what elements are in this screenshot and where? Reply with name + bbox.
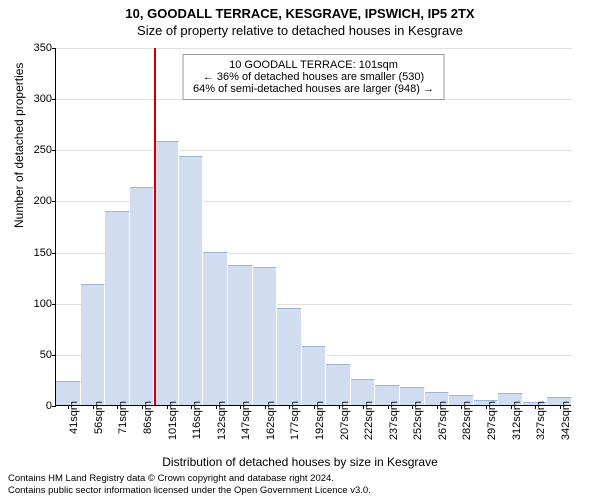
info-box-line3: 64% of semi-detached houses are larger (… (193, 83, 434, 95)
histogram-bar (253, 267, 278, 405)
xtick-mark (314, 405, 315, 409)
xtick-mark (535, 405, 536, 409)
xtick-label: 56sqm (93, 401, 105, 434)
info-box-line1: 10 GOODALL TERRACE: 101sqm (193, 59, 434, 71)
xtick-mark (339, 405, 340, 409)
xtick-mark (117, 405, 118, 409)
xtick-label: 116sqm (191, 401, 203, 439)
footer-line1: Contains HM Land Registry data © Crown c… (8, 473, 371, 484)
xtick-mark (289, 405, 290, 409)
xtick-label: 327sqm (535, 401, 547, 440)
footer-line2: Contains public sector information licen… (8, 485, 371, 496)
ytick-mark (52, 355, 56, 356)
ytick-mark (52, 150, 56, 151)
xtick-mark (511, 405, 512, 409)
title-subtitle: Size of property relative to detached ho… (0, 21, 600, 38)
xtick-label: 267sqm (437, 401, 449, 440)
xtick-label: 162sqm (265, 401, 277, 440)
ytick-mark (52, 48, 56, 49)
property-marker-line (154, 48, 156, 405)
info-box-line2: ← 36% of detached houses are smaller (53… (193, 71, 434, 83)
xtick-label: 207sqm (339, 401, 351, 440)
xtick-mark (412, 405, 413, 409)
ytick-label: 150 (28, 247, 52, 259)
histogram-bar (130, 187, 155, 405)
y-axis-label: Number of detached properties (12, 63, 26, 228)
chart-area: 05010015020025030035041sqm56sqm71sqm86sq… (55, 48, 571, 406)
xtick-mark (240, 405, 241, 409)
gridline (56, 150, 572, 151)
ytick-label: 350 (28, 42, 52, 54)
xtick-label: 86sqm (142, 401, 154, 434)
xtick-label: 222sqm (363, 401, 375, 440)
info-box: 10 GOODALL TERRACE: 101sqm← 36% of detac… (182, 54, 445, 100)
histogram-bar (154, 141, 179, 405)
xtick-mark (167, 405, 168, 409)
xtick-mark (68, 405, 69, 409)
xtick-mark (142, 405, 143, 409)
xtick-mark (191, 405, 192, 409)
xtick-label: 192sqm (314, 401, 326, 440)
histogram-bar (179, 156, 204, 405)
ytick-label: 200 (28, 195, 52, 207)
ytick-mark (52, 304, 56, 305)
xtick-mark (388, 405, 389, 409)
xtick-label: 252sqm (412, 401, 424, 440)
xtick-label: 71sqm (117, 401, 129, 434)
x-axis-label: Distribution of detached houses by size … (0, 455, 600, 469)
xtick-label: 132sqm (216, 401, 228, 440)
xtick-mark (461, 405, 462, 409)
histogram-bar (105, 211, 130, 405)
histogram-bar (302, 346, 327, 405)
xtick-mark (93, 405, 94, 409)
xtick-mark (486, 405, 487, 409)
xtick-label: 177sqm (289, 401, 301, 440)
histogram-bar (228, 265, 253, 405)
ytick-label: 50 (28, 349, 52, 361)
xtick-mark (560, 405, 561, 409)
ytick-label: 300 (28, 93, 52, 105)
xtick-label: 297sqm (486, 401, 498, 440)
ytick-mark (52, 99, 56, 100)
histogram-bar (326, 364, 351, 405)
xtick-label: 41sqm (68, 401, 80, 434)
xtick-mark (216, 405, 217, 409)
ytick-label: 0 (28, 400, 52, 412)
footer-attribution: Contains HM Land Registry data © Crown c… (8, 473, 371, 496)
xtick-label: 237sqm (388, 401, 400, 440)
xtick-label: 147sqm (240, 401, 252, 440)
xtick-label: 312sqm (511, 401, 523, 440)
ytick-mark (52, 406, 56, 407)
ytick-mark (52, 253, 56, 254)
xtick-label: 282sqm (461, 401, 473, 440)
xtick-label: 101sqm (167, 401, 179, 440)
ytick-label: 250 (28, 144, 52, 156)
histogram-bar (277, 308, 302, 405)
xtick-mark (363, 405, 364, 409)
ytick-label: 100 (28, 298, 52, 310)
xtick-mark (265, 405, 266, 409)
plot-region: 05010015020025030035041sqm56sqm71sqm86sq… (55, 48, 571, 406)
gridline (56, 48, 572, 49)
title-address: 10, GOODALL TERRACE, KESGRAVE, IPSWICH, … (0, 0, 600, 21)
ytick-mark (52, 201, 56, 202)
histogram-bar (81, 284, 106, 405)
xtick-mark (437, 405, 438, 409)
histogram-bar (203, 252, 228, 405)
xtick-label: 342sqm (560, 401, 572, 440)
